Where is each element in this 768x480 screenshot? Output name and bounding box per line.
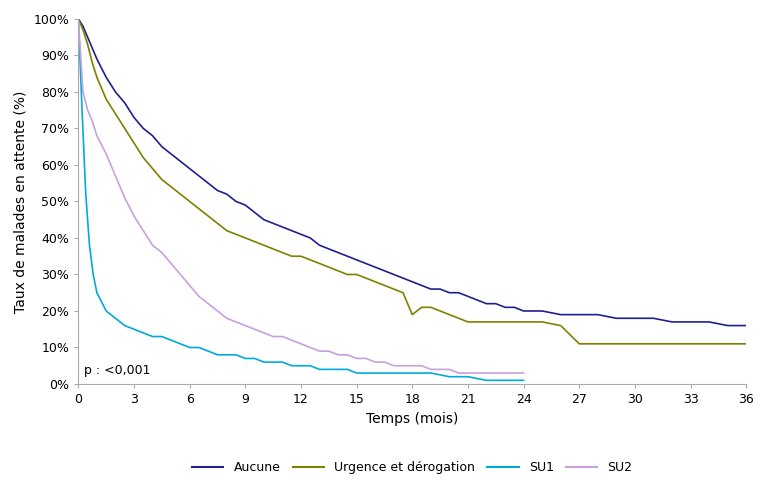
SU1	[463, 374, 472, 380]
SU1	[120, 323, 129, 328]
SU1	[269, 359, 278, 365]
SU1	[194, 345, 204, 350]
Line: SU2: SU2	[78, 19, 524, 373]
SU2	[519, 370, 528, 376]
SU1	[167, 337, 176, 343]
SU2	[389, 363, 399, 369]
SU1	[352, 370, 361, 376]
SU1	[519, 377, 528, 383]
Urgence et dérogation	[574, 341, 584, 347]
SU1	[324, 367, 333, 372]
Urgence et dérogation	[194, 206, 204, 212]
SU1	[148, 334, 157, 339]
SU1	[296, 363, 306, 369]
SU1	[482, 377, 491, 383]
SU1	[101, 308, 111, 314]
SU1	[157, 334, 167, 339]
Aucune	[74, 16, 83, 22]
Urgence et dérogation	[148, 166, 157, 171]
SU1	[204, 348, 213, 354]
SU1	[260, 359, 269, 365]
SU1	[287, 363, 296, 369]
SU1	[81, 191, 91, 197]
SU2	[194, 293, 204, 299]
Aucune	[704, 319, 713, 325]
Aucune	[454, 290, 463, 296]
SU1	[250, 356, 260, 361]
SU1	[222, 352, 231, 358]
Aucune	[213, 188, 222, 193]
SU1	[306, 363, 315, 369]
SU1	[78, 108, 87, 113]
Line: SU1: SU1	[78, 19, 524, 380]
SU2	[157, 250, 167, 255]
SU1	[111, 315, 120, 321]
Urgence et dérogation	[742, 341, 751, 347]
X-axis label: Temps (mois): Temps (mois)	[366, 411, 458, 426]
SU1	[389, 370, 399, 376]
Urgence et dérogation	[240, 235, 250, 241]
SU1	[213, 352, 222, 358]
SU1	[231, 352, 240, 358]
SU1	[315, 367, 324, 372]
SU1	[278, 359, 287, 365]
Legend: Aucune, Urgence et dérogation, SU1, SU2: Aucune, Urgence et dérogation, SU1, SU2	[187, 456, 637, 479]
Urgence et dérogation	[399, 290, 408, 296]
Text: p : <0,001: p : <0,001	[84, 364, 151, 377]
SU1	[501, 377, 510, 383]
SU1	[333, 367, 343, 372]
SU1	[129, 326, 138, 332]
Aucune	[343, 253, 352, 259]
SU1	[185, 345, 194, 350]
Aucune	[723, 323, 733, 328]
SU1	[88, 272, 98, 277]
Aucune	[742, 323, 751, 328]
SU2	[204, 301, 213, 307]
SU2	[361, 356, 370, 361]
SU1	[74, 16, 83, 22]
SU1	[139, 330, 148, 336]
Aucune	[231, 199, 240, 204]
SU1	[426, 370, 435, 376]
Aucune	[324, 246, 333, 252]
SU1	[240, 356, 250, 361]
SU2	[74, 16, 83, 22]
Urgence et dérogation	[213, 220, 222, 226]
SU1	[408, 370, 417, 376]
Y-axis label: Taux de malades en attente (%): Taux de malades en attente (%)	[14, 90, 28, 312]
SU2	[454, 370, 463, 376]
SU2	[510, 370, 519, 376]
SU1	[445, 374, 454, 380]
SU1	[176, 341, 185, 347]
Line: Urgence et dérogation: Urgence et dérogation	[78, 19, 746, 344]
SU1	[343, 367, 352, 372]
Line: Aucune: Aucune	[78, 19, 746, 325]
SU1	[92, 290, 101, 296]
SU1	[85, 242, 94, 248]
SU1	[371, 370, 380, 376]
Urgence et dérogation	[231, 231, 240, 237]
Urgence et dérogation	[74, 16, 83, 22]
